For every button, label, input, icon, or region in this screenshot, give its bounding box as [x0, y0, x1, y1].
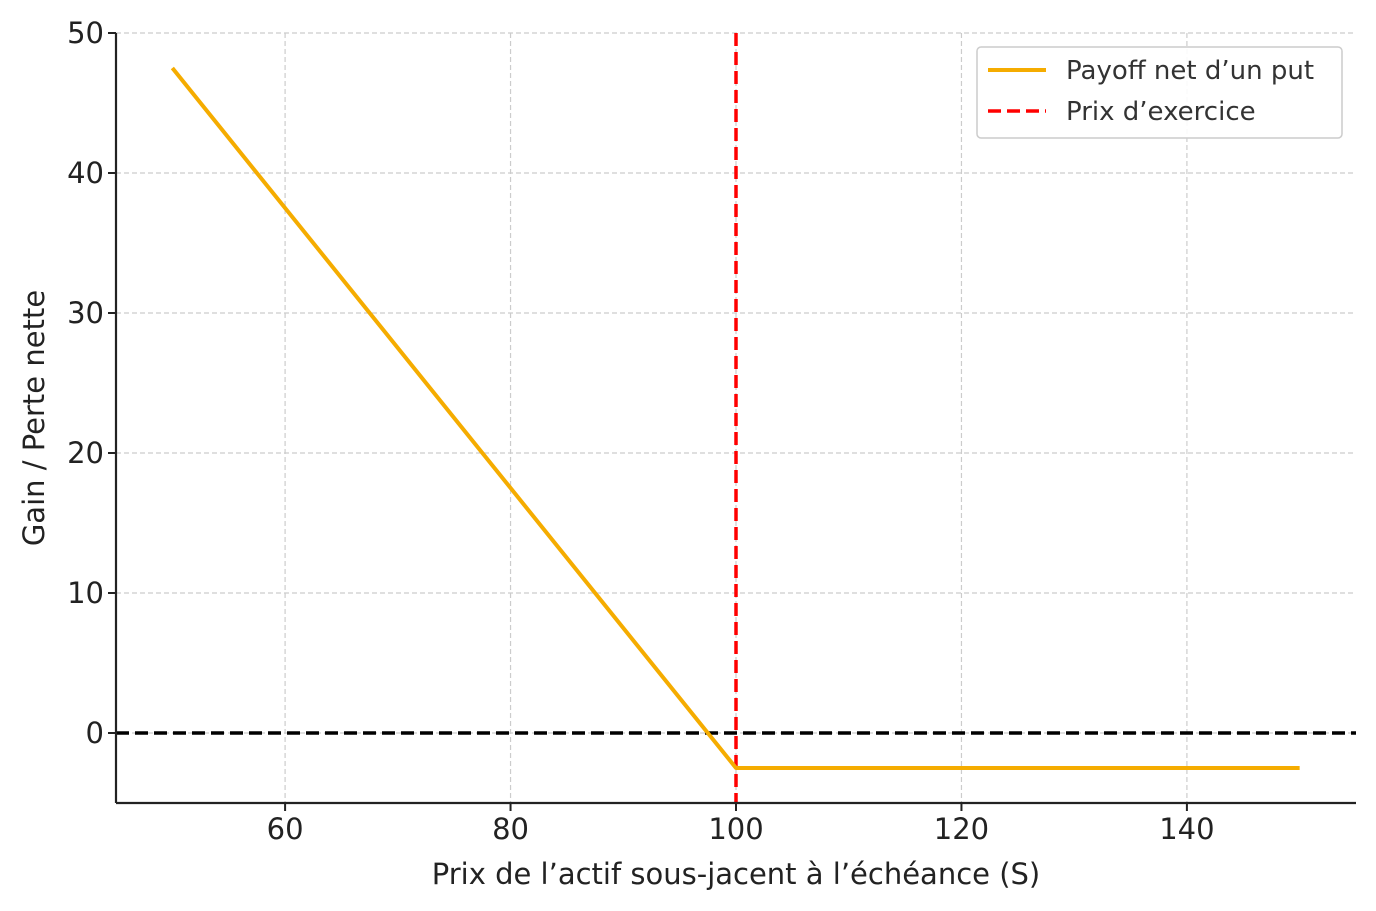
series [170, 66, 1300, 770]
x-tick-label: 80 [492, 812, 529, 846]
legend: Payoff net d’un put Prix d’exercice [976, 46, 1343, 139]
y-tick-label: 10 [67, 576, 104, 610]
y-tick-label: 50 [67, 16, 104, 50]
legend-label-strike: Prix d’exercice [1066, 97, 1256, 127]
x-axis-title: Prix de l’actif sous-jacent à l’échéance… [432, 857, 1041, 891]
y-tick-label: 20 [67, 436, 104, 470]
y-tick-label: 0 [86, 716, 104, 750]
x-tick-label: 140 [1159, 812, 1214, 846]
x-tick-label: 100 [708, 812, 763, 846]
legend-box [976, 46, 1343, 139]
legend-label-payoff: Payoff net d’un put [1066, 56, 1314, 86]
x-tick-label: 120 [934, 812, 989, 846]
series-line-payoff [170, 66, 1300, 770]
axes [108, 32, 1356, 811]
y-axis-title: Gain / Perte nette [17, 290, 51, 546]
y-tick-label: 30 [67, 296, 104, 330]
x-tick-label: 60 [267, 812, 304, 846]
y-tick-label: 40 [67, 156, 104, 190]
reference-lines [116, 33, 1356, 803]
tick-labels: 60 80 100 120 140 0 10 20 30 40 50 [67, 16, 1214, 846]
